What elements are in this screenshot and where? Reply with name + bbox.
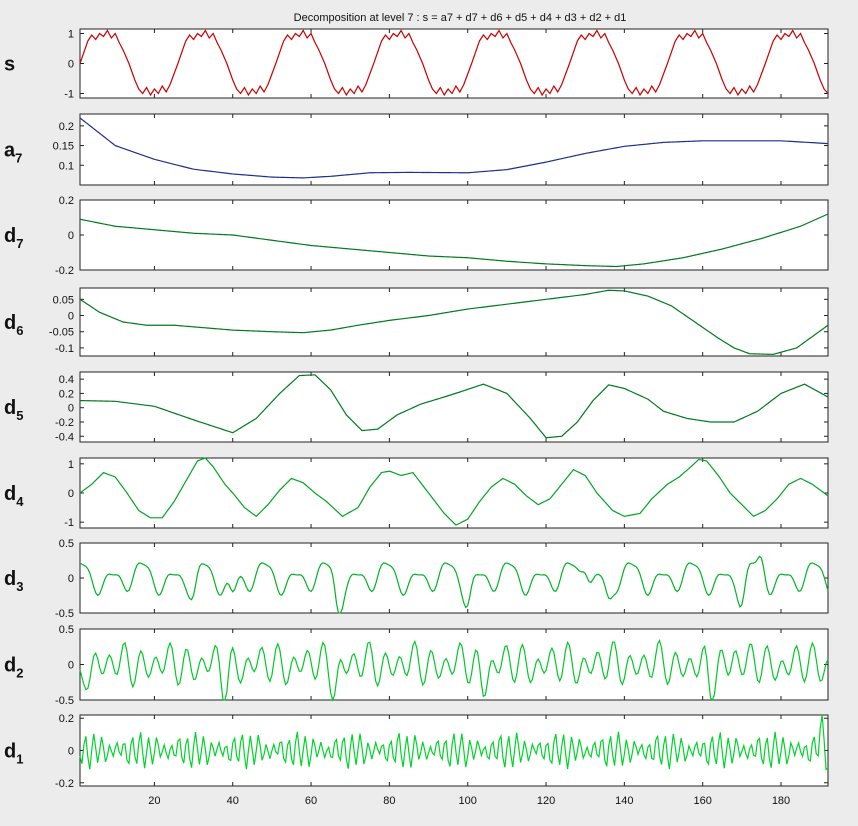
row-label-a7: a7 [4, 140, 22, 166]
axes-box-d4 [79, 457, 829, 529]
series-line-s [79, 29, 829, 97]
y-tick-label: -0.2 [55, 265, 74, 277]
axes-box-d7 [79, 199, 829, 271]
x-tick-label: 100 [459, 795, 477, 807]
x-tick-label: 60 [305, 795, 317, 807]
y-tick-label: -0.5 [55, 608, 74, 620]
row-label-d3: d3 [4, 568, 23, 594]
subplot-d5: 0.4 0.2 0 -0.2 -0.4 d5 [4, 371, 829, 443]
series-line-d4 [79, 457, 829, 526]
y-tick-label: 0.2 [59, 195, 74, 207]
row-label-d4: d4 [4, 483, 24, 509]
y-tick-label: 0.05 [53, 294, 74, 306]
y-tick-label: 0.15 [53, 141, 74, 153]
y-tick-label: 0.5 [59, 538, 74, 550]
y-tick-label: -0.2 [55, 417, 74, 429]
y-tick-label: -1 [64, 517, 74, 529]
y-tick-label: -0.2 [55, 778, 74, 790]
subplot-s: 1 0 -1 s [4, 28, 829, 101]
axes-box-s [79, 28, 829, 99]
y-tick-label: 0 [68, 746, 74, 758]
y-tick-label: 0 [68, 488, 74, 500]
y-tick-label: 0 [68, 660, 74, 672]
subplot-d7: 0.2 0 -0.2 d7 [4, 195, 829, 277]
subplots-container: 1 0 -1 s 0.2 0.15 0.1 a7 0.2 0 -0.2 d7 0.05 0 -0.05 -0.… [4, 28, 829, 807]
y-tick-label: 0.1 [59, 160, 74, 172]
y-tick-label: 0.2 [59, 121, 74, 133]
x-tick-label: 120 [537, 795, 555, 807]
x-tick-label: 140 [615, 795, 633, 807]
axes-box-d3 [79, 542, 829, 614]
y-tick-label: 0 [68, 59, 74, 71]
y-tick-label: -1 [64, 89, 74, 101]
axes-box-d5 [79, 371, 829, 443]
x-tick-label: 40 [227, 795, 239, 807]
subplot-d4: 1 0 -1 d4 [4, 457, 829, 529]
y-tick-label: 0.2 [59, 713, 74, 725]
y-tick-label: -0.4 [55, 431, 74, 443]
row-label-d5: d5 [4, 397, 23, 423]
series-line-d7 [79, 213, 829, 268]
row-label-d7: d7 [4, 225, 23, 251]
subplot-d1: 0.2 0 -0.2 d1 [4, 713, 829, 790]
row-label-d1: d1 [4, 741, 23, 767]
y-tick-label: -0.05 [49, 327, 74, 339]
y-tick-label: 0.5 [59, 624, 74, 636]
series-line-d3 [79, 555, 829, 614]
y-tick-label: 1 [68, 459, 74, 471]
y-tick-label: 0 [68, 230, 74, 242]
series-line-d6 [79, 289, 829, 355]
x-tick-label: 180 [772, 795, 790, 807]
series-line-d1 [79, 714, 829, 771]
y-tick-label: 0 [68, 573, 74, 585]
row-label-d2: d2 [4, 655, 23, 681]
y-tick-label: 0.4 [59, 374, 74, 386]
axes-box-d1 [79, 714, 829, 787]
y-tick-label: -0.1 [55, 343, 74, 355]
y-tick-label: 0 [68, 311, 74, 323]
axes-box-a7 [79, 113, 829, 186]
figure-title: Decomposition at level 7 : s = a7 + d7 +… [294, 12, 627, 24]
x-tick-label: 160 [694, 795, 712, 807]
subplot-d3: 0.5 0 -0.5 d3 [4, 538, 829, 620]
row-label-s: s [4, 54, 15, 76]
series-line-d5 [79, 374, 829, 439]
y-tick-label: 1 [68, 29, 74, 41]
x-tick-label: 80 [383, 795, 395, 807]
series-line-a7 [79, 117, 829, 179]
axes-box-d6 [79, 287, 829, 357]
subplot-d6: 0.05 0 -0.05 -0.1 d6 [4, 287, 829, 357]
subplot-d2: 0.5 0 -0.5 d2 [4, 624, 829, 707]
y-tick-label: 0 [68, 403, 74, 415]
y-tick-label: 0.2 [59, 388, 74, 400]
subplot-a7: 0.2 0.15 0.1 a7 [4, 113, 829, 186]
series-line-d2 [79, 638, 829, 702]
x-tick-label: 20 [148, 795, 160, 807]
row-label-d6: d6 [4, 312, 23, 338]
y-tick-label: -0.5 [55, 695, 74, 707]
axes-box-d2 [79, 628, 829, 701]
